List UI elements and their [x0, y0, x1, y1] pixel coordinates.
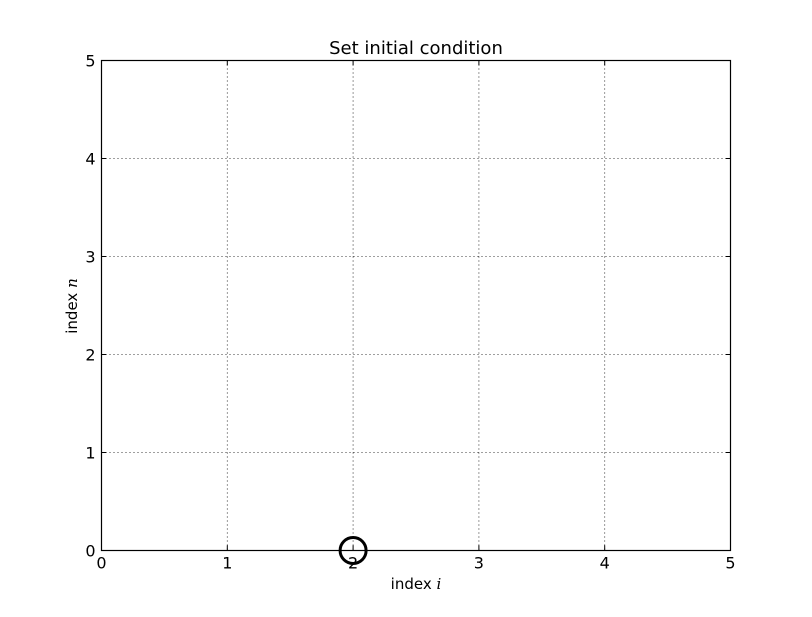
- x-tick-label: 5: [725, 554, 735, 573]
- y-tick-label: 0: [85, 542, 95, 561]
- y-tick-label: 5: [85, 52, 95, 71]
- x-tick-label: 0: [96, 554, 106, 573]
- y-axis-label-symbol: n: [63, 278, 81, 288]
- x-axis-label-prefix: index: [391, 575, 432, 593]
- x-axis-label-symbol: i: [437, 575, 442, 593]
- x-tick-label: 4: [600, 554, 610, 573]
- y-tick-label: 4: [85, 150, 95, 169]
- x-tick-label: 3: [474, 554, 484, 573]
- plot-area-frame: [100, 59, 732, 552]
- data-point-open-circle: [338, 536, 368, 565]
- y-tick-label: 3: [85, 248, 95, 267]
- chart-title: Set initial condition: [329, 38, 503, 59]
- x-axis-label: index i: [391, 575, 442, 593]
- y-axis-label: index n: [63, 278, 81, 334]
- y-axis-label-prefix: index: [63, 293, 81, 334]
- data-points: [338, 536, 368, 565]
- x-tick-label: 1: [222, 554, 232, 573]
- y-tick-label: 2: [85, 346, 95, 365]
- grid-lines: [101, 60, 731, 551]
- y-tick-label: 1: [85, 444, 95, 463]
